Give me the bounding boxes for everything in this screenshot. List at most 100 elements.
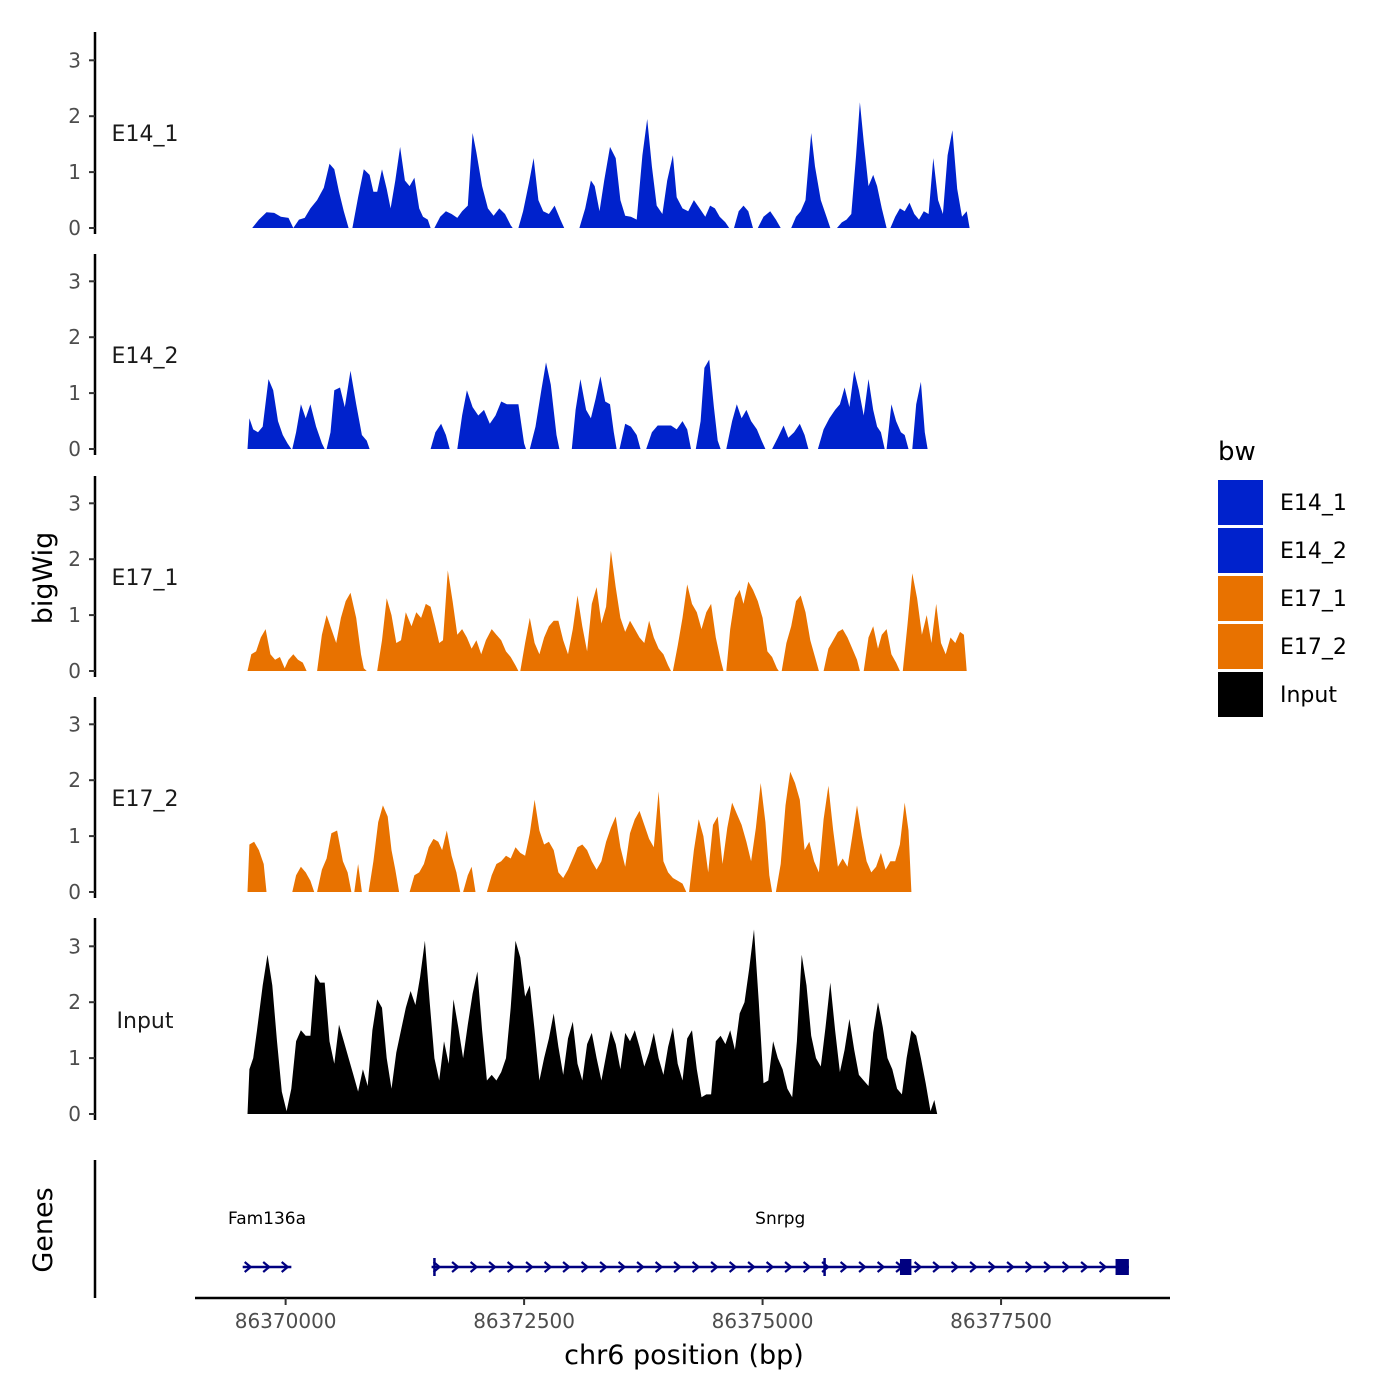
coverage-area bbox=[317, 830, 352, 892]
coverage-area bbox=[247, 929, 938, 1114]
coverage-area bbox=[757, 211, 781, 228]
coverage-area bbox=[409, 830, 461, 892]
strand-arrow bbox=[765, 1261, 775, 1273]
legend-swatch bbox=[1218, 528, 1263, 573]
legend-swatch bbox=[1218, 624, 1263, 669]
coverage-area bbox=[890, 130, 970, 228]
y-tick-label: 0 bbox=[68, 437, 81, 461]
legend-label: E14_2 bbox=[1280, 539, 1347, 564]
legend-swatch bbox=[1218, 480, 1263, 525]
coverage-area bbox=[571, 376, 617, 449]
strand-arrow bbox=[802, 1261, 812, 1273]
coverage-area bbox=[368, 805, 400, 892]
y-tick-label: 3 bbox=[68, 48, 81, 72]
legend-swatch bbox=[1218, 672, 1263, 717]
legend-label: Input bbox=[1280, 683, 1337, 708]
coverage-area bbox=[293, 163, 349, 228]
strand-arrow bbox=[1080, 1261, 1089, 1273]
strand-arrow bbox=[1098, 1261, 1108, 1273]
coverage-area bbox=[695, 359, 721, 449]
strand-arrow bbox=[636, 1261, 645, 1273]
coverage-area bbox=[791, 133, 831, 228]
y-tick-label: 3 bbox=[68, 934, 81, 958]
coverage-area bbox=[430, 423, 450, 449]
coverage-area bbox=[726, 404, 766, 449]
coverage-area bbox=[326, 370, 370, 449]
coverage-area bbox=[912, 381, 928, 449]
strand-arrow bbox=[262, 1261, 271, 1273]
strand-arrow bbox=[950, 1261, 960, 1273]
coverage-area bbox=[247, 629, 307, 671]
strand-arrow bbox=[1024, 1261, 1034, 1273]
x-axis: 86370000 86372500 86375000 86377500 bbox=[195, 1296, 1170, 1333]
y-tick-label: 3 bbox=[68, 491, 81, 515]
coverage-area bbox=[520, 550, 671, 671]
legend-label: E17_1 bbox=[1280, 587, 1347, 612]
y-tick-label: 0 bbox=[68, 659, 81, 683]
strand-arrow bbox=[932, 1261, 941, 1273]
legend-swatch bbox=[1218, 576, 1263, 621]
legend-label: E14_1 bbox=[1280, 491, 1347, 516]
coverage-tracks: 0 1 2 3 E14_1 0 1 2 3 E14_2 0 1 2 3 E17_1 0 1 2 3 E17_2 0 1 2 3… bbox=[68, 32, 970, 1126]
coverage-area bbox=[434, 133, 513, 228]
strand-arrow bbox=[562, 1261, 571, 1273]
strand-arrow bbox=[488, 1261, 497, 1273]
y-tick-label: 2 bbox=[68, 325, 81, 349]
coverage-area bbox=[247, 379, 292, 449]
coverage-area bbox=[352, 146, 431, 228]
strand-arrow bbox=[280, 1261, 290, 1273]
coverage-area bbox=[377, 570, 519, 671]
y-tick-label: 2 bbox=[68, 547, 81, 571]
coverage-area bbox=[247, 841, 267, 892]
x-tick-label: 86377500 bbox=[950, 1309, 1052, 1333]
legend: bw E14_1 E14_2 E17_1 E17_2 Input bbox=[1218, 437, 1347, 717]
strand-arrow bbox=[673, 1261, 682, 1273]
coverage-area bbox=[463, 866, 476, 892]
coverage-area bbox=[781, 595, 819, 671]
x-axis-title: chr6 position (bp) bbox=[564, 1340, 804, 1371]
y-tick-label: 0 bbox=[68, 216, 81, 240]
y-tick-label: 1 bbox=[68, 603, 81, 627]
gene-fam136a: Fam136a bbox=[228, 1209, 306, 1273]
y-axis-title: bigWig bbox=[28, 532, 59, 625]
legend-label: E17_2 bbox=[1280, 635, 1347, 660]
y-tick-label: 2 bbox=[68, 990, 81, 1014]
coverage-area bbox=[837, 102, 887, 228]
legend-item: E14_1 bbox=[1218, 480, 1347, 525]
y-tick-label: 2 bbox=[68, 104, 81, 128]
y-tick-label: 1 bbox=[68, 381, 81, 405]
coverage-area bbox=[486, 791, 687, 892]
strand-arrow bbox=[858, 1261, 867, 1273]
y-tick-label: 3 bbox=[68, 712, 81, 736]
y-tick-label: 0 bbox=[68, 880, 81, 904]
strand-arrow bbox=[876, 1261, 886, 1273]
panel-label: E14_1 bbox=[112, 122, 179, 147]
strand-arrow bbox=[710, 1261, 719, 1273]
coverage-area bbox=[292, 404, 325, 449]
strand-arrow bbox=[525, 1261, 534, 1273]
coverage-area bbox=[772, 423, 809, 449]
strand-arrow bbox=[506, 1261, 516, 1273]
strand-arrow bbox=[599, 1261, 608, 1273]
exon bbox=[899, 1259, 912, 1275]
legend-item: E17_1 bbox=[1218, 576, 1347, 621]
strand-arrow bbox=[1043, 1261, 1052, 1273]
strand-arrow bbox=[543, 1261, 553, 1273]
y-tick-label: 3 bbox=[68, 269, 81, 293]
strand-arrow bbox=[728, 1261, 738, 1273]
coverage-area bbox=[823, 629, 860, 671]
track-e14-2: 0 1 2 3 E14_2 bbox=[68, 254, 928, 461]
track-e17-1: 0 1 2 3 E17_1 bbox=[68, 476, 967, 683]
strand-arrow bbox=[913, 1261, 923, 1273]
coverage-area bbox=[518, 158, 565, 228]
coverage-area bbox=[619, 423, 641, 449]
coverage-area bbox=[886, 404, 909, 449]
strand-arrow bbox=[469, 1261, 479, 1273]
strand-arrow bbox=[987, 1261, 997, 1273]
coverage-area bbox=[579, 119, 730, 228]
coverage-area bbox=[726, 581, 779, 671]
legend-title: bw bbox=[1218, 437, 1256, 467]
coverage-area bbox=[529, 362, 560, 449]
legend-item: E14_2 bbox=[1218, 528, 1347, 573]
